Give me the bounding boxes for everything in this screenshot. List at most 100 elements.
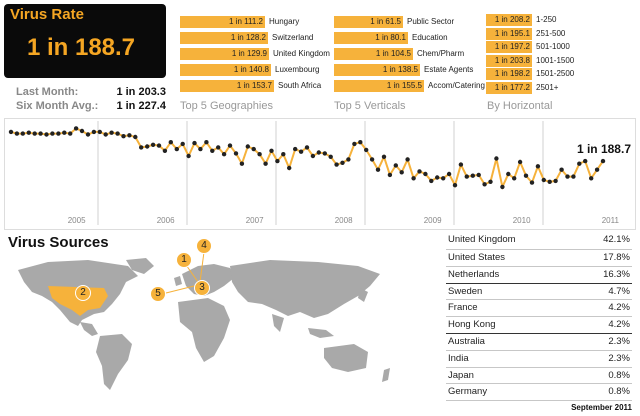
map-marker-1: 1 xyxy=(176,252,192,268)
data-point xyxy=(429,178,434,184)
data-point xyxy=(417,169,422,174)
data-point xyxy=(156,143,162,148)
data-point xyxy=(180,141,185,147)
data-point xyxy=(174,146,179,152)
country-name: India xyxy=(448,352,469,364)
data-point xyxy=(221,152,227,157)
data-point xyxy=(79,128,85,134)
data-point xyxy=(506,171,511,177)
data-point xyxy=(589,176,594,181)
central-america-shape xyxy=(80,322,98,336)
data-point xyxy=(411,176,416,181)
geographies-bar xyxy=(180,64,271,76)
connector-line-4 xyxy=(199,252,205,283)
verticals-value: 1 in 155.5 xyxy=(386,81,422,90)
country-name: United Kingdom xyxy=(448,234,516,245)
horizontal-row: 1 in 197.2 501-1000 xyxy=(486,41,636,53)
greenland-shape xyxy=(126,258,154,274)
geographies-row: 1 in 140.8 Luxembourg xyxy=(180,64,330,76)
horizontal-label: 1001-1500 xyxy=(536,55,575,65)
country-percentage: 42.1% xyxy=(603,234,630,245)
verticals-bar xyxy=(334,16,403,28)
horizontal-row: 1 in 198.2 1501-2500 xyxy=(486,68,636,80)
geographies-value: 1 in 129.9 xyxy=(231,49,267,58)
data-point xyxy=(293,146,298,152)
data-point xyxy=(298,149,304,154)
verticals-value: 1 in 138.5 xyxy=(382,65,418,74)
australia-shape xyxy=(324,344,368,372)
data-point xyxy=(600,158,606,164)
country-row: Sweden 4.7% xyxy=(446,284,632,301)
data-point xyxy=(316,150,321,155)
indonesia-shape xyxy=(308,328,334,338)
virus-rate-value: 1 in 188.7 xyxy=(26,34,136,61)
horizontal-list: 1 in 208.2 1-250 1 in 195.1 251-500 1 in 197… xyxy=(486,14,636,96)
report-date: September 2011 xyxy=(571,403,632,412)
data-point xyxy=(571,174,576,179)
geographies-bar xyxy=(180,80,274,92)
horizontal-value: 1 in 208.2 xyxy=(494,15,530,24)
data-point xyxy=(517,159,523,165)
timeline-svg: 2005 2006 2007 2008 2009 2010 2011 1 in 188.7 xyxy=(8,121,631,225)
horizontal-bar xyxy=(486,27,532,40)
data-point xyxy=(464,174,469,179)
x-tick-label: 2008 xyxy=(335,216,353,225)
data-point xyxy=(387,172,393,178)
verticals-label: Accom/Catering xyxy=(428,81,485,90)
data-point xyxy=(139,145,144,150)
country-name: Hong Kong xyxy=(448,319,496,331)
data-point xyxy=(364,147,369,153)
horizontal-value: 1 in 197.2 xyxy=(494,42,530,51)
x-tick-label: 2010 xyxy=(513,216,531,225)
data-point xyxy=(405,157,410,162)
data-point xyxy=(8,129,14,135)
data-point xyxy=(594,167,600,172)
country-row: France 4.2% xyxy=(446,300,632,318)
map-marker-4: 4 xyxy=(196,238,212,254)
data-point xyxy=(399,170,404,175)
verticals-label: Estate Agents xyxy=(424,65,474,74)
data-point xyxy=(458,162,464,167)
horizontal-value: 1 in 177.2 xyxy=(494,82,530,92)
data-point xyxy=(145,144,150,149)
data-point xyxy=(423,171,428,177)
country-percentage: 4.2% xyxy=(608,319,630,331)
data-point xyxy=(535,164,541,169)
geographies-label: Luxembourg xyxy=(275,65,320,74)
map-marker-2: 2 xyxy=(75,285,91,301)
data-point xyxy=(115,131,120,136)
data-point xyxy=(56,131,61,136)
horizontal-label: 2501+ xyxy=(536,82,559,92)
x-tick-label: 2007 xyxy=(246,216,264,225)
data-point xyxy=(269,148,274,153)
horizontal-label: 1-250 xyxy=(536,15,557,24)
current-rate-label: 1 in 188.7 xyxy=(577,142,631,156)
data-point xyxy=(227,143,233,148)
horizontal-bar xyxy=(486,81,532,94)
data-point xyxy=(121,134,126,139)
data-point xyxy=(369,157,375,162)
x-tick-label: 2009 xyxy=(424,216,442,225)
data-point xyxy=(340,160,345,165)
data-point xyxy=(476,172,481,178)
data-point xyxy=(482,182,487,187)
country-name: Germany xyxy=(448,386,488,398)
data-point xyxy=(68,131,73,136)
data-point xyxy=(375,167,381,172)
country-table: United Kingdom 42.1% United States 17.8% Net… xyxy=(446,232,632,402)
geographies-bar xyxy=(180,48,269,60)
verticals-list: 1 in 61.5 Public Sector 1 in 80.1 Education… xyxy=(334,16,485,96)
data-point xyxy=(85,132,91,137)
country-percentage: 16.3% xyxy=(603,268,630,280)
geographies-row: 1 in 128.2 Switzerland xyxy=(180,32,330,44)
map-marker-3: 3 xyxy=(194,280,210,296)
data-point xyxy=(470,173,475,178)
country-percentage: 2.3% xyxy=(608,352,630,364)
verticals-row: 1 in 104.5 Chem/Pharm xyxy=(334,48,484,60)
geographies-bar xyxy=(180,16,265,28)
virus-sources-title: Virus Sources xyxy=(8,234,109,251)
verticals-bar xyxy=(334,64,420,76)
data-point xyxy=(334,162,339,167)
horizontal-label: 501-1000 xyxy=(536,42,570,51)
data-point xyxy=(91,129,97,135)
